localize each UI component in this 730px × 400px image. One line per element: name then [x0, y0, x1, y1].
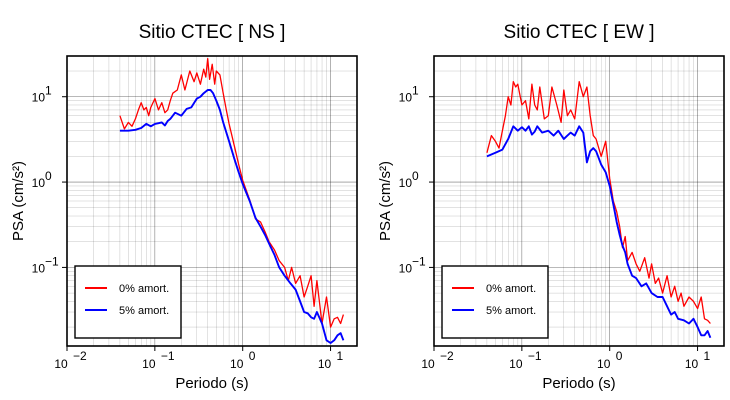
y-tick-label: 10 — [399, 261, 413, 275]
x-tick-label: 10 — [142, 357, 156, 371]
y-tick-label: 10 — [399, 91, 413, 105]
x-tick-label: 10 — [54, 357, 68, 371]
y-tick-exponent: 0 — [45, 169, 52, 183]
plot-frame — [433, 55, 725, 347]
x-tick-exponent: −2 — [73, 349, 87, 363]
legend-box — [74, 265, 182, 339]
y-tick-exponent: 0 — [412, 169, 419, 183]
y-tick-exponent: −1 — [412, 254, 426, 268]
x-axis-label: Periodo (s) — [542, 375, 615, 392]
x-tick-label: 10 — [318, 357, 332, 371]
x-tick-label: 10 — [597, 357, 611, 371]
legend-label: 0% amort. — [486, 283, 536, 295]
x-tick-exponent: 0 — [249, 349, 256, 363]
series-line-undamped — [486, 81, 711, 324]
y-axis-label: PSA (cm/s²) — [377, 161, 394, 241]
x-tick-exponent: −1 — [161, 349, 175, 363]
series-line-damped — [486, 125, 712, 339]
x-axis-label: Periodo (s) — [175, 375, 248, 392]
x-tick-label: 10 — [421, 357, 435, 371]
legend-label: 5% amort. — [486, 305, 536, 317]
x-tick-exponent: 1 — [337, 349, 344, 363]
y-tick-label: 10 — [399, 176, 413, 190]
y-axis-label: PSA (cm/s²) — [10, 161, 27, 241]
plot-frame — [66, 55, 358, 347]
series-line-undamped — [119, 57, 345, 328]
y-tick-label: 10 — [32, 261, 46, 275]
legend: 0% amort. 5% amort. — [441, 265, 549, 339]
y-tick-label: 10 — [32, 176, 46, 190]
y-tick-exponent: 1 — [45, 84, 52, 98]
legend-label: 5% amort. — [119, 305, 169, 317]
legend-box — [441, 265, 549, 339]
x-tick-label: 10 — [509, 357, 523, 371]
x-tick-exponent: 0 — [616, 349, 623, 363]
x-tick-label: 10 — [685, 357, 699, 371]
series-line-damped — [119, 89, 345, 344]
y-tick-exponent: 1 — [412, 84, 419, 98]
chart-title: Sitio CTEC [ NS ] — [139, 22, 286, 43]
y-tick-label: 10 — [32, 91, 46, 105]
chart-title: Sitio CTEC [ EW ] — [504, 22, 655, 43]
x-tick-exponent: −2 — [440, 349, 454, 363]
x-tick-label: 10 — [230, 357, 244, 371]
y-tick-exponent: −1 — [45, 254, 59, 268]
legend: 0% amort. 5% amort. — [74, 265, 182, 339]
legend-label: 0% amort. — [119, 283, 169, 295]
x-tick-exponent: −1 — [528, 349, 542, 363]
grid — [66, 55, 358, 346]
x-tick-exponent: 1 — [704, 349, 711, 363]
